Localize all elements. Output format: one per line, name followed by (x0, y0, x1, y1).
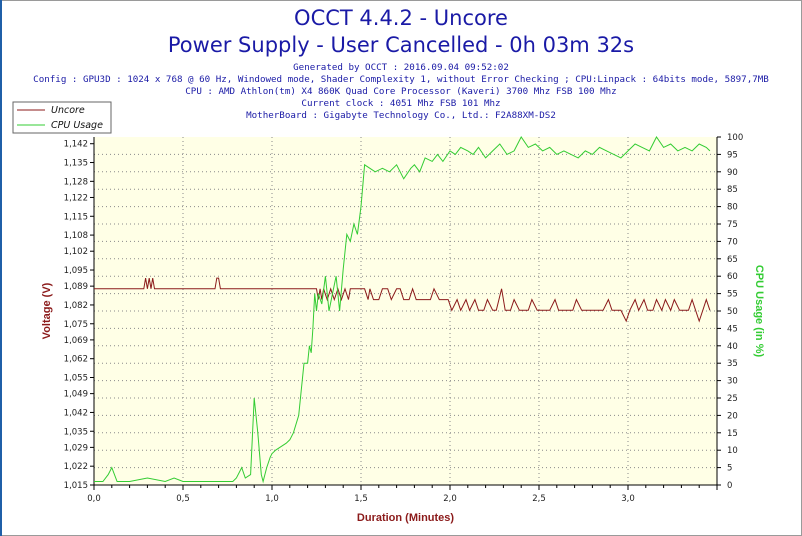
right-tick-label: 15 (727, 429, 738, 439)
right-tick-label: 30 (727, 377, 738, 387)
right-tick-label: 90 (727, 168, 738, 178)
left-tick-label: 1,055 (64, 374, 88, 384)
left-tick-label: 1,142 (64, 140, 88, 150)
x-tick-label: 0,0 (87, 494, 101, 504)
x-axis-title: Duration (Minutes) (357, 512, 454, 524)
x-tick-label: 0,5 (176, 494, 190, 504)
right-tick-label: 60 (727, 272, 738, 282)
left-tick-label: 1,015 (64, 481, 88, 491)
left-tick-label: 1,108 (64, 231, 88, 241)
legend-label-uncore: Uncore (51, 105, 85, 116)
legend-box (12, 101, 112, 134)
tick-labels: 1,0151,0221,0291,0351,0421,0491,0551,062… (64, 133, 744, 504)
chart-subtitle: Power Supply - User Cancelled - 0h 03m 3… (167, 33, 635, 57)
cpu-info: CPU : AMD Athlon(tm) X4 860K Quad Core P… (185, 86, 617, 97)
left-tick-label: 1,115 (64, 212, 88, 222)
right-tick-label: 40 (727, 342, 738, 352)
right-axis-title: CPU Usage (in %) (753, 265, 765, 358)
left-tick-label: 1,022 (64, 462, 88, 472)
series-lines (94, 136, 711, 484)
left-axis-title: Voltage (V) (41, 282, 53, 339)
x-tick-label: 1,5 (354, 494, 368, 504)
right-tick-label: 35 (727, 359, 738, 369)
right-tick-label: 65 (727, 255, 738, 265)
left-tick-label: 1,135 (64, 159, 88, 169)
left-tick-label: 1,035 (64, 427, 88, 437)
right-tick-label: 80 (727, 203, 738, 213)
right-tick-label: 25 (727, 394, 738, 404)
right-tick-label: 100 (727, 133, 743, 143)
right-tick-label: 70 (727, 237, 738, 247)
right-tick-label: 45 (727, 324, 738, 334)
x-tick-label: 3,0 (621, 494, 635, 504)
legend: Uncore CPU Usage (12, 101, 112, 134)
right-tick-label: 75 (727, 220, 738, 230)
left-tick-label: 1,095 (64, 266, 88, 276)
right-tick-label: 5 (727, 464, 732, 474)
left-tick-label: 1,128 (64, 177, 88, 187)
left-tick-label: 1,089 (64, 282, 88, 292)
left-tick-label: 1,042 (64, 408, 88, 418)
axes (90, 136, 721, 490)
left-tick-label: 1,062 (64, 355, 88, 365)
x-tick-label: 1,0 (265, 494, 279, 504)
right-tick-label: 95 (727, 150, 738, 160)
right-tick-label: 85 (727, 185, 738, 195)
right-tick-label: 20 (727, 411, 738, 421)
x-tick-label: 2,5 (532, 494, 546, 504)
left-tick-label: 1,102 (64, 247, 88, 257)
left-tick-label: 1,069 (64, 336, 88, 346)
motherboard-info: MotherBoard : Gigabyte Technology Co., L… (246, 110, 556, 121)
left-tick-label: 1,029 (64, 443, 88, 453)
left-tick-label: 1,075 (64, 320, 88, 330)
series-line-uncore (94, 277, 711, 323)
left-tick-label: 1,082 (64, 301, 88, 311)
plot-area (94, 137, 717, 485)
clock-info: Current clock : 4051 Mhz FSB 101 Mhz (301, 98, 501, 109)
config-info: Config : GPU3D : 1024 x 768 @ 60 Hz, Win… (33, 74, 769, 85)
x-tick-label: 2,0 (443, 494, 457, 504)
window-left-accent (0, 0, 2, 536)
legend-label-cpu-usage: CPU Usage (51, 120, 103, 131)
series-line-cpu-usage (94, 136, 711, 484)
chart-title: OCCT 4.4.2 - Uncore (294, 6, 508, 30)
right-tick-label: 10 (727, 446, 738, 456)
left-tick-label: 1,049 (64, 390, 88, 400)
generated-info: Generated by OCCT : 2016.09.04 09:52:02 (293, 62, 509, 73)
right-tick-label: 50 (727, 307, 738, 317)
left-tick-label: 1,122 (64, 193, 88, 203)
right-tick-label: 55 (727, 290, 738, 300)
right-tick-label: 0 (727, 481, 732, 491)
